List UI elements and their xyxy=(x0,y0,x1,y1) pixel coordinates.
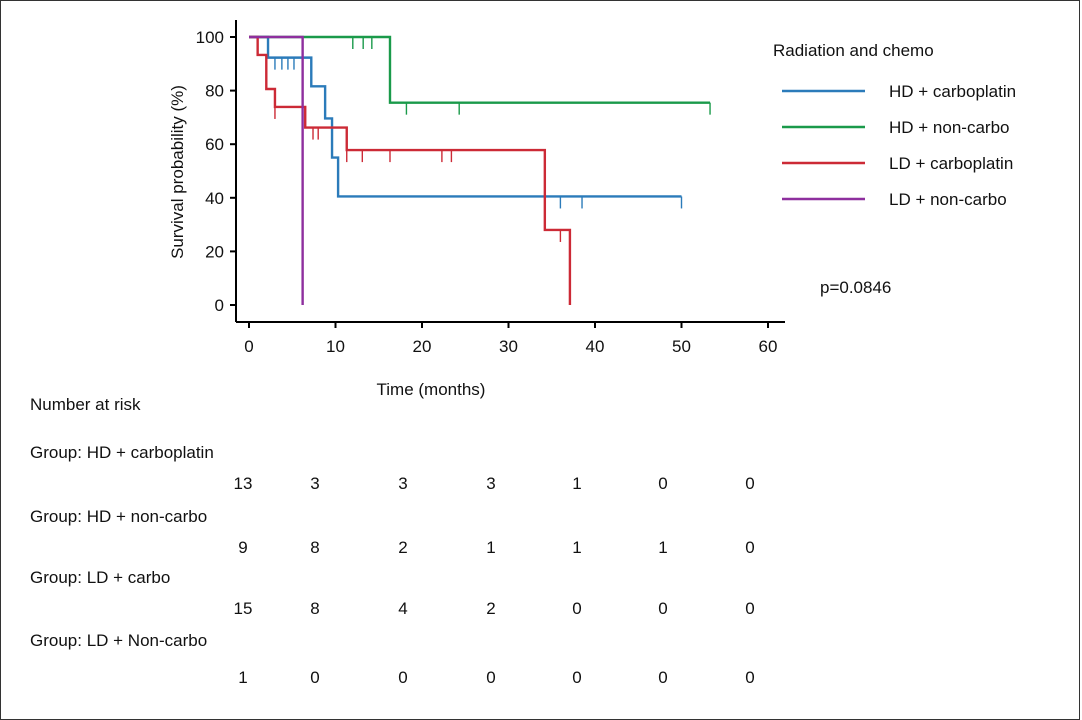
series-group xyxy=(249,35,711,305)
y-tick-label: 0 xyxy=(215,296,224,315)
x-tick-label: 30 xyxy=(499,337,518,356)
survival-curve-hd-non-carbo xyxy=(249,35,711,104)
y-tick-label: 60 xyxy=(205,135,224,154)
x-tick-label: 40 xyxy=(586,337,605,356)
legend: Radiation and chemo HD + carboplatin HD + … xyxy=(773,41,1016,209)
legend-label-hd-non-carbo: HD + non-carbo xyxy=(889,118,1009,137)
x-tick-label: 20 xyxy=(413,337,432,356)
x-tick-label: 0 xyxy=(244,337,253,356)
legend-label-ld-non-carbo: LD + non-carbo xyxy=(889,190,1007,209)
survival-curve-hd-carboplatin xyxy=(249,35,682,198)
x-tick-label: 60 xyxy=(759,337,778,356)
survival-curve-ld-carboplatin xyxy=(249,35,572,305)
legend-title: Radiation and chemo xyxy=(773,41,934,60)
legend-label-ld-carboplatin: LD + carboplatin xyxy=(889,154,1013,173)
p-value-annotation: p=0.0846 xyxy=(820,278,891,297)
x-tick-label: 10 xyxy=(326,337,345,356)
y-tick-label: 20 xyxy=(205,242,224,261)
survival-curve-ld-non-carbo xyxy=(249,35,304,305)
x-tick-label: 50 xyxy=(672,337,691,356)
axes: 0 20 40 60 80 100 0 10 20 30 40 50 60 xyxy=(196,20,785,356)
y-tick-label: 80 xyxy=(205,82,224,101)
y-axis-label: Survival probability (%) xyxy=(168,85,187,259)
y-tick-label: 40 xyxy=(205,189,224,208)
legend-label-hd-carboplatin: HD + carboplatin xyxy=(889,82,1016,101)
y-tick-label: 100 xyxy=(196,28,224,47)
x-axis-label: Time (months) xyxy=(377,380,486,399)
